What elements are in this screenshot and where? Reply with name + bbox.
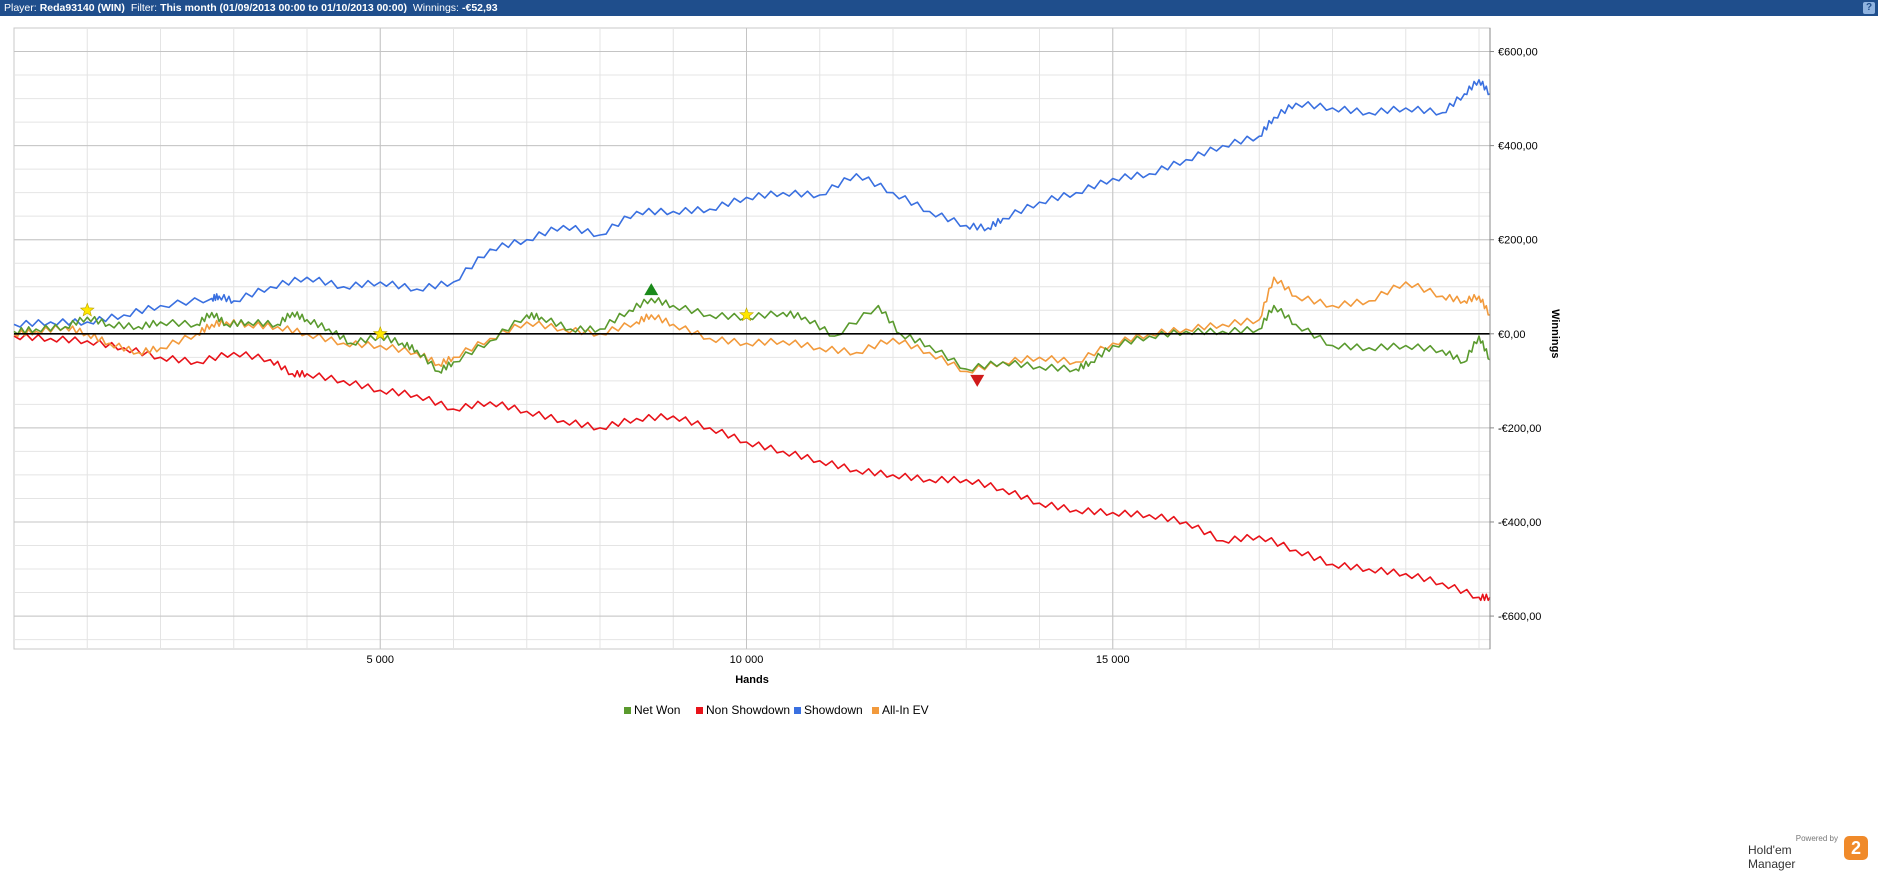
title-bar: Player: Reda93140 (WIN) Filter: This month… — [0, 0, 1878, 16]
legend-swatch-all-in-ev — [872, 707, 879, 714]
legend-swatch-showdown — [794, 707, 801, 714]
legend-label-showdown: Showdown — [804, 703, 863, 717]
chart-legend: Net Won Non Showdown Showdown All-In EV — [624, 703, 929, 717]
series-layer — [13, 79, 1491, 602]
non-showdown-line — [13, 333, 1491, 602]
axis-layer: 5 000 10 000 15 000 €600,00 €400,00 €200,00 €0… — [366, 28, 1541, 666]
low-triangle-down-icon — [970, 374, 985, 387]
winnings-chart: 5 000 10 000 15 000 €600,00 €400,00 €200,00 €0… — [13, 27, 1561, 717]
holdem-manager-logo-icon: 2 — [1844, 836, 1868, 860]
y-tick-label: €0,00 — [1498, 329, 1526, 341]
x-tick-label: 10 000 — [730, 654, 764, 666]
marker-layer — [79, 283, 985, 387]
showdown-line — [13, 79, 1491, 328]
filter-value: This month (01/09/2013 00:00 to 01/10/20… — [160, 2, 407, 14]
chart-grid — [13, 27, 1491, 650]
peak-triangle-up-icon — [644, 283, 659, 296]
x-tick-label: 5 000 — [366, 654, 394, 666]
player-label: Player: — [4, 2, 37, 14]
brand-block: Powered by Hold'em Manager 2 — [1748, 834, 1868, 871]
x-tick-label: 15 000 — [1096, 654, 1130, 666]
y-tick-label: €200,00 — [1498, 235, 1538, 247]
legend-swatch-net-won — [624, 707, 631, 714]
star-marker-icon — [738, 307, 755, 322]
powered-by-text: Powered by — [1795, 834, 1838, 843]
y-tick-label: -€200,00 — [1498, 423, 1541, 435]
net-won-line — [13, 297, 1491, 374]
legend-label-non-showdown: Non Showdown — [706, 703, 790, 717]
player-value: Reda93140 (WIN) — [39, 2, 125, 14]
y-tick-label: €400,00 — [1498, 141, 1538, 153]
star-marker-icon — [372, 325, 388, 341]
brand-name: Hold'em Manager — [1748, 843, 1796, 871]
y-axis-title: Winnings — [1549, 309, 1561, 358]
y-tick-label: €600,00 — [1498, 47, 1538, 59]
winnings-value: -€52,93 — [461, 2, 498, 14]
legend-label-all-in-ev: All-In EV — [882, 703, 929, 717]
help-icon[interactable]: ? — [1863, 2, 1875, 14]
x-axis-title: Hands — [735, 674, 769, 686]
legend-label-net-won: Net Won — [634, 703, 680, 717]
filter-label: Filter: — [130, 2, 158, 14]
star-marker-icon — [79, 302, 95, 317]
legend-swatch-non-showdown — [696, 707, 703, 714]
y-tick-label: -€400,00 — [1498, 517, 1541, 529]
y-tick-label: -€600,00 — [1498, 611, 1541, 623]
winnings-label: Winnings: — [412, 2, 459, 14]
